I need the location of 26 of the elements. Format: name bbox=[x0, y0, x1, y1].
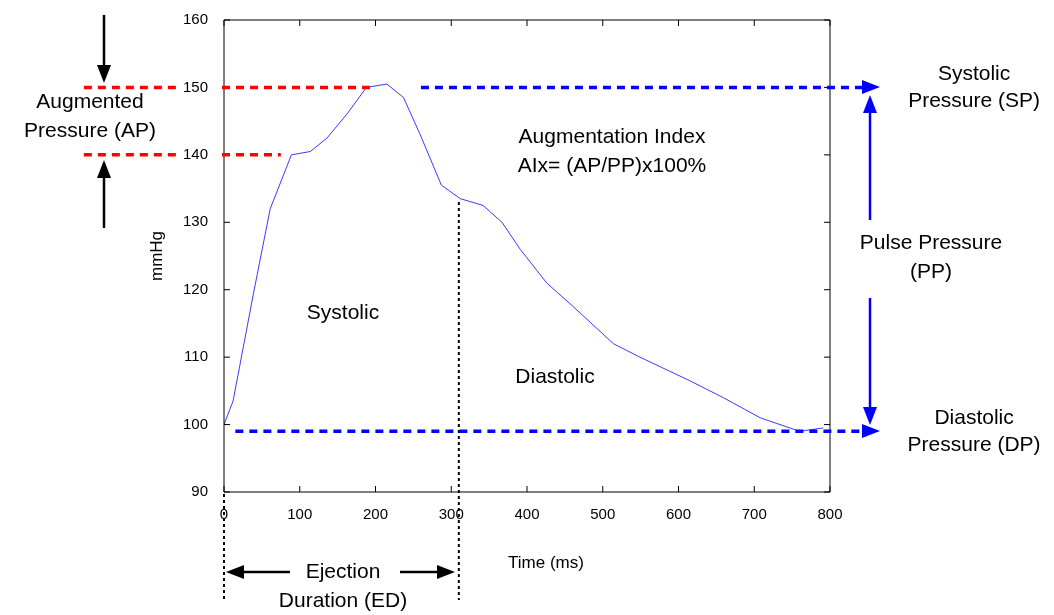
annotation: Diastolic bbox=[515, 363, 595, 387]
x-axis-title: Time (ms) bbox=[508, 552, 584, 572]
x-tick-label: 700 bbox=[741, 505, 767, 523]
text: Augmented Pressure (AP) bbox=[24, 88, 156, 141]
x-tick-label: 500 bbox=[590, 505, 616, 523]
y-axis-title: mmHg bbox=[146, 230, 166, 282]
x-tick-label: 200 bbox=[362, 505, 389, 523]
x-tick-label: 300 bbox=[438, 505, 464, 523]
x-tick-label: 600 bbox=[665, 505, 692, 523]
annotation: Systolic bbox=[306, 299, 380, 323]
y-tick-label: 120 bbox=[182, 279, 208, 297]
ref-line-label: Systolic Pressure (SP) bbox=[908, 60, 1041, 111]
x-tick-label: 400 bbox=[514, 505, 540, 523]
y-tick-label: 90 bbox=[191, 482, 208, 500]
x-tick-label: 800 bbox=[817, 505, 843, 523]
annotation: Augmentation Index AIx= (AP/PP)x100% bbox=[517, 123, 707, 176]
y-tick-label: 130 bbox=[182, 212, 208, 230]
text: Pulse Pressure (PP) bbox=[859, 229, 1003, 282]
x-tick-label: 100 bbox=[287, 505, 313, 523]
y-tick-label: 160 bbox=[182, 10, 208, 28]
ref-line-label: Diastolic Pressure (DP) bbox=[907, 404, 1041, 455]
y-tick-label: 150 bbox=[182, 77, 208, 95]
text: Ejection Duration (ED) bbox=[278, 558, 408, 611]
y-tick-label: 140 bbox=[182, 145, 208, 162]
y-tick-label: 100 bbox=[182, 414, 208, 432]
y-tick-label: 110 bbox=[184, 347, 208, 365]
